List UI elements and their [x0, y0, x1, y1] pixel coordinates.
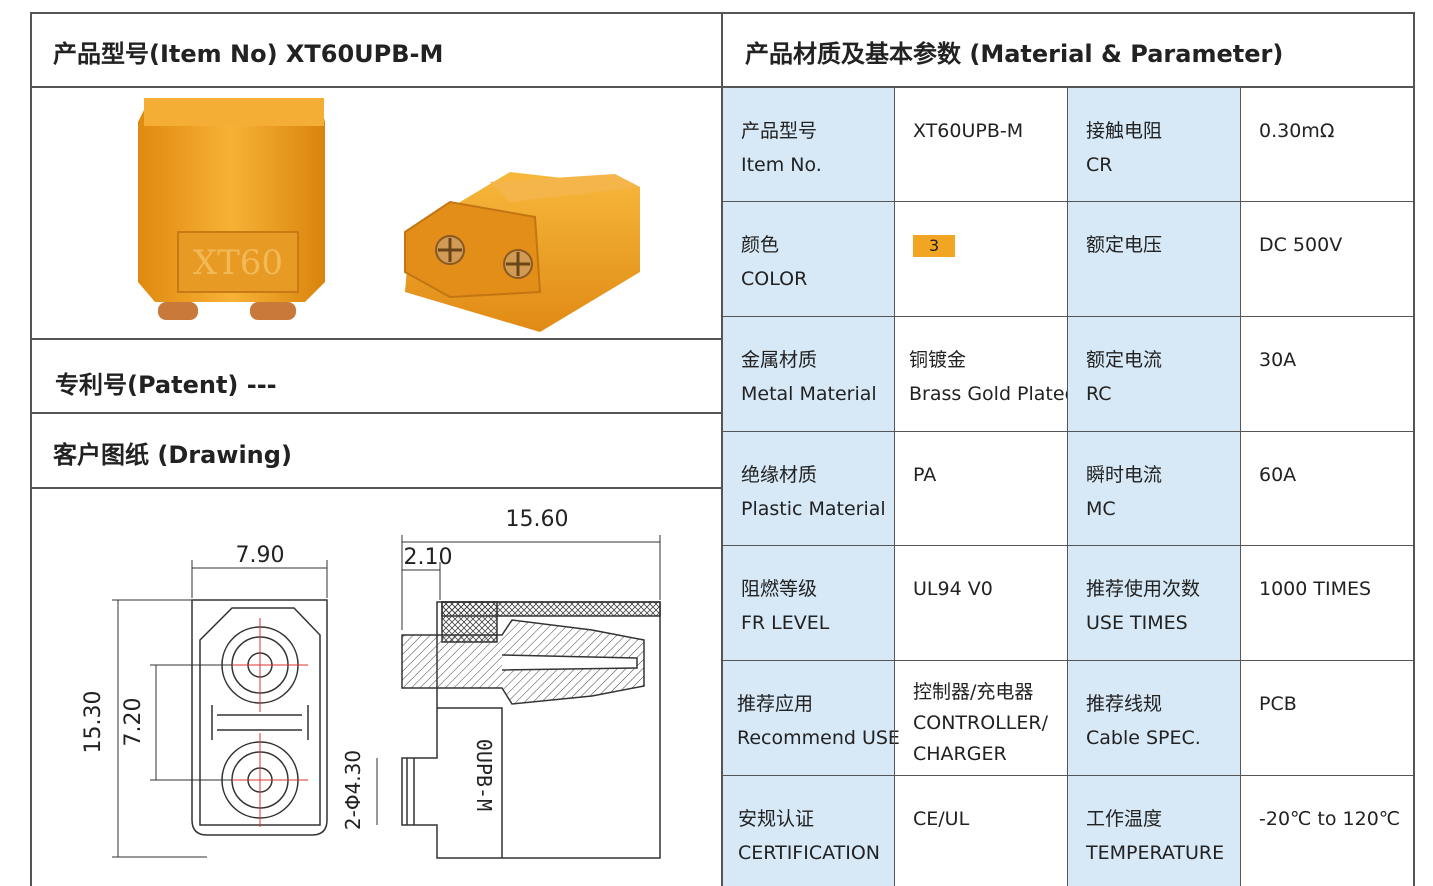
table-col-line — [894, 88, 895, 886]
param-row-cable-spec: 推荐线规 Cable SPEC. — [1068, 661, 1241, 776]
param-value-cable-spec: PCB — [1259, 693, 1297, 715]
patent-label: 专利号(Patent) --- — [55, 371, 277, 399]
color-swatch: 3 — [913, 235, 956, 257]
drawing-section-title: 客户图纸 (Drawing) — [53, 441, 292, 469]
technical-drawing: 7.90 15.30 7.20 0UPB-M 15.60 2.10 2-Φ4.3… — [81, 507, 661, 859]
param-row-color: 颜色 COLOR — [723, 202, 895, 317]
connector-angled-view — [404, 172, 640, 332]
param-value-color: 3 — [895, 202, 1068, 317]
param-row-rated-current: 额定电流 RC — [1068, 317, 1241, 432]
dim-pin-label: 2-Φ4.30 — [341, 750, 365, 830]
param-value-item-no: XT60UPB-M — [913, 120, 1024, 142]
table-col-line — [1240, 88, 1241, 886]
param-row-certification: 安规认证 CERTIFICATION — [723, 776, 895, 886]
dim-offset-label: 2.10 — [404, 545, 453, 570]
param-value-plastic-material: PA — [913, 464, 937, 486]
table-col-line — [1067, 88, 1068, 886]
param-row-metal-material: 金属材质 Metal Material — [723, 317, 895, 432]
table-row-line — [723, 545, 1413, 546]
connector-front-view: XT60 — [138, 98, 325, 320]
side-view-drawing — [401, 601, 661, 859]
table-row-line — [723, 660, 1413, 661]
table-row-line — [723, 201, 1413, 202]
param-value-fr-level: UL94 V0 — [913, 578, 993, 600]
param-value-certification: CE/UL — [913, 808, 970, 830]
photo-embossed-text: XT60 — [193, 243, 283, 283]
dim-pitch-label: 7.20 — [121, 698, 146, 747]
param-value-use-times: 1000 TIMES — [1259, 578, 1372, 600]
param-row-item-no: 产品型号 Item No. — [723, 88, 895, 202]
param-row-fr-level: 阻燃等级 FR LEVEL — [723, 546, 895, 661]
param-row-max-current: 瞬时电流 MC — [1068, 432, 1241, 546]
param-row-recommend-use: 推荐应用 Recommend USE — [723, 661, 900, 776]
param-value-metal-material: 铜镀金 Brass Gold Plated — [909, 349, 1077, 405]
param-row-use-times: 推荐使用次数 USE TIMES — [1068, 546, 1241, 661]
table-row-line — [723, 431, 1413, 432]
dim-length-label: 15.60 — [506, 507, 569, 532]
column-divider — [721, 12, 723, 886]
drawing-header-divider — [30, 487, 721, 489]
param-value-rated-current: 30A — [1259, 349, 1297, 371]
param-value-contact-resistance: 0.30mΩ — [1259, 120, 1335, 142]
patent-divider — [30, 412, 721, 414]
param-row-temperature: 工作温度 TEMPERATURE — [1068, 776, 1241, 886]
param-row-rated-voltage: 额定电压 — [1068, 202, 1241, 317]
material-parameter-header: 产品材质及基本参数 (Material & Parameter) — [745, 40, 1284, 68]
photo-divider — [30, 338, 721, 340]
param-value-temperature: -20℃ to 120℃ — [1259, 808, 1401, 830]
param-row-contact-resistance: 接触电阻 CR — [1068, 88, 1241, 202]
side-part-text: 0UPB-M — [472, 739, 496, 811]
product-photo: XT60 — [138, 98, 640, 332]
param-value-max-current: 60A — [1259, 464, 1297, 486]
table-row-line — [723, 316, 1413, 317]
param-value-recommend-use: 控制器/充电器 CONTROLLER/CHARGER — [913, 681, 1048, 765]
table-row-line — [723, 775, 1413, 776]
param-row-plastic-material: 绝缘材质 Plastic Material — [723, 432, 895, 546]
dim-width-label: 7.90 — [236, 543, 285, 568]
dim-height-label: 15.30 — [81, 691, 106, 754]
param-value-rated-voltage: DC 500V — [1259, 234, 1343, 256]
item-no-header: 产品型号(Item No) XT60UPB-M — [53, 40, 444, 68]
